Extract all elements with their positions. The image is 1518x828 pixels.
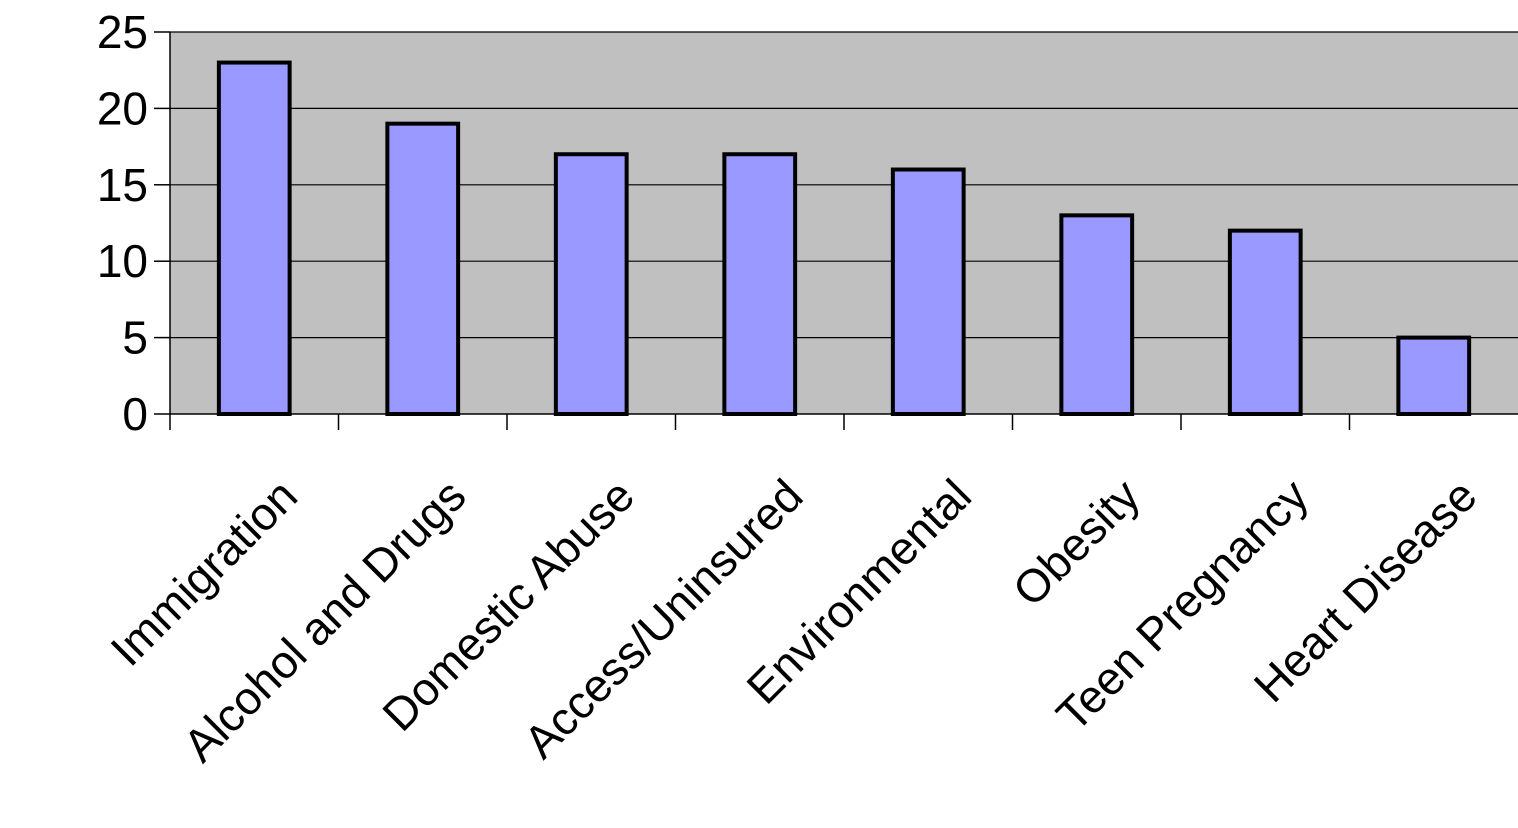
y-tick-label: 5: [122, 312, 148, 364]
x-category-label: Obesity: [1003, 469, 1150, 616]
bars: [216, 60, 1472, 417]
x-category-label: Access/Uninsured: [514, 469, 813, 768]
y-axis: 0 5 10 15 20 25: [97, 6, 171, 440]
bar-obesity: [1059, 213, 1135, 416]
y-tick-label: 0: [122, 388, 148, 440]
bar-domestic-abuse: [553, 152, 629, 417]
y-tick-label: 15: [97, 159, 148, 211]
bar-access-uninsured: [722, 152, 798, 417]
bar-immigration: [216, 60, 292, 417]
bar-environmental: [890, 167, 966, 416]
y-tick-label: 20: [97, 82, 148, 134]
bar-alcohol-and-drugs: [385, 121, 461, 417]
x-category-label: Alcohol and Drugs: [173, 469, 476, 772]
y-tick-label: 25: [97, 6, 148, 58]
bar-heart-disease: [1396, 335, 1472, 417]
plot-area: [170, 32, 1518, 414]
y-tick-label: 10: [97, 235, 148, 287]
bar-teen-pregnancy: [1227, 228, 1303, 416]
